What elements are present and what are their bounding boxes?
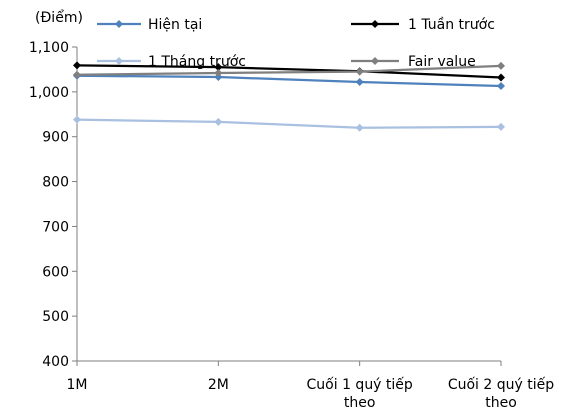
legend-swatch-marker [371, 20, 379, 28]
legend-item: 1 Tháng trước [97, 54, 246, 70]
data-point [73, 115, 81, 124]
y-tick-label: 1,000 [29, 85, 69, 101]
x-tick-label: 2M [208, 377, 229, 393]
data-point [214, 63, 223, 72]
legend-label: 1 Tháng trước [148, 54, 246, 70]
data-point [355, 67, 364, 76]
y-tick-label: 600 [42, 264, 69, 280]
data-point [355, 123, 364, 132]
y-tick-label: 400 [42, 354, 69, 370]
data-point [497, 82, 505, 91]
legend-item: 1 Tuần trước [351, 17, 495, 33]
data-point [214, 69, 223, 78]
x-tick-label: theo [344, 395, 376, 411]
axes: 400 500 600 700 800 900 1,000 1,100 1M 2M Cuối 1 q… [29, 40, 554, 411]
x-tick-label: theo [485, 395, 517, 411]
legend-label: Fair value [408, 54, 476, 70]
legend-item: Hiện tại [97, 17, 202, 33]
legend-label: 1 Tuần trước [408, 17, 495, 33]
legend: Hiện tại 1 Tuần trước 1 Tháng trước Fair va… [97, 17, 495, 70]
data-point [73, 70, 81, 79]
y-tick-label: 700 [42, 219, 69, 235]
data-point [497, 122, 505, 131]
x-tick-label: Cuối 2 quý tiếp [448, 376, 554, 393]
data-point [73, 61, 81, 70]
y-tick-label: 900 [42, 130, 69, 146]
data-point [497, 61, 505, 70]
series-line [76, 64, 502, 76]
series-line [76, 118, 502, 129]
data-point [355, 77, 364, 86]
x-tick-label: Cuối 1 quý tiếp [307, 376, 413, 393]
y-tick-label: 500 [42, 309, 69, 325]
legend-swatch-marker [115, 57, 123, 65]
data-point [214, 117, 223, 126]
series-layer [73, 61, 505, 132]
series-line [76, 74, 502, 88]
data-point [214, 73, 223, 82]
legend-label: Hiện tại [148, 17, 202, 33]
legend-item: Fair value [351, 54, 476, 70]
y-axis-label: (Điểm) [35, 9, 83, 26]
y-tick-label: 1,100 [29, 40, 69, 56]
x-tick-label: 1M [67, 377, 88, 393]
y-tick-label: 800 [42, 175, 69, 191]
legend-swatch-marker [115, 20, 123, 28]
legend-swatch-marker [371, 57, 379, 65]
data-point [497, 73, 505, 82]
series-line [76, 64, 502, 79]
